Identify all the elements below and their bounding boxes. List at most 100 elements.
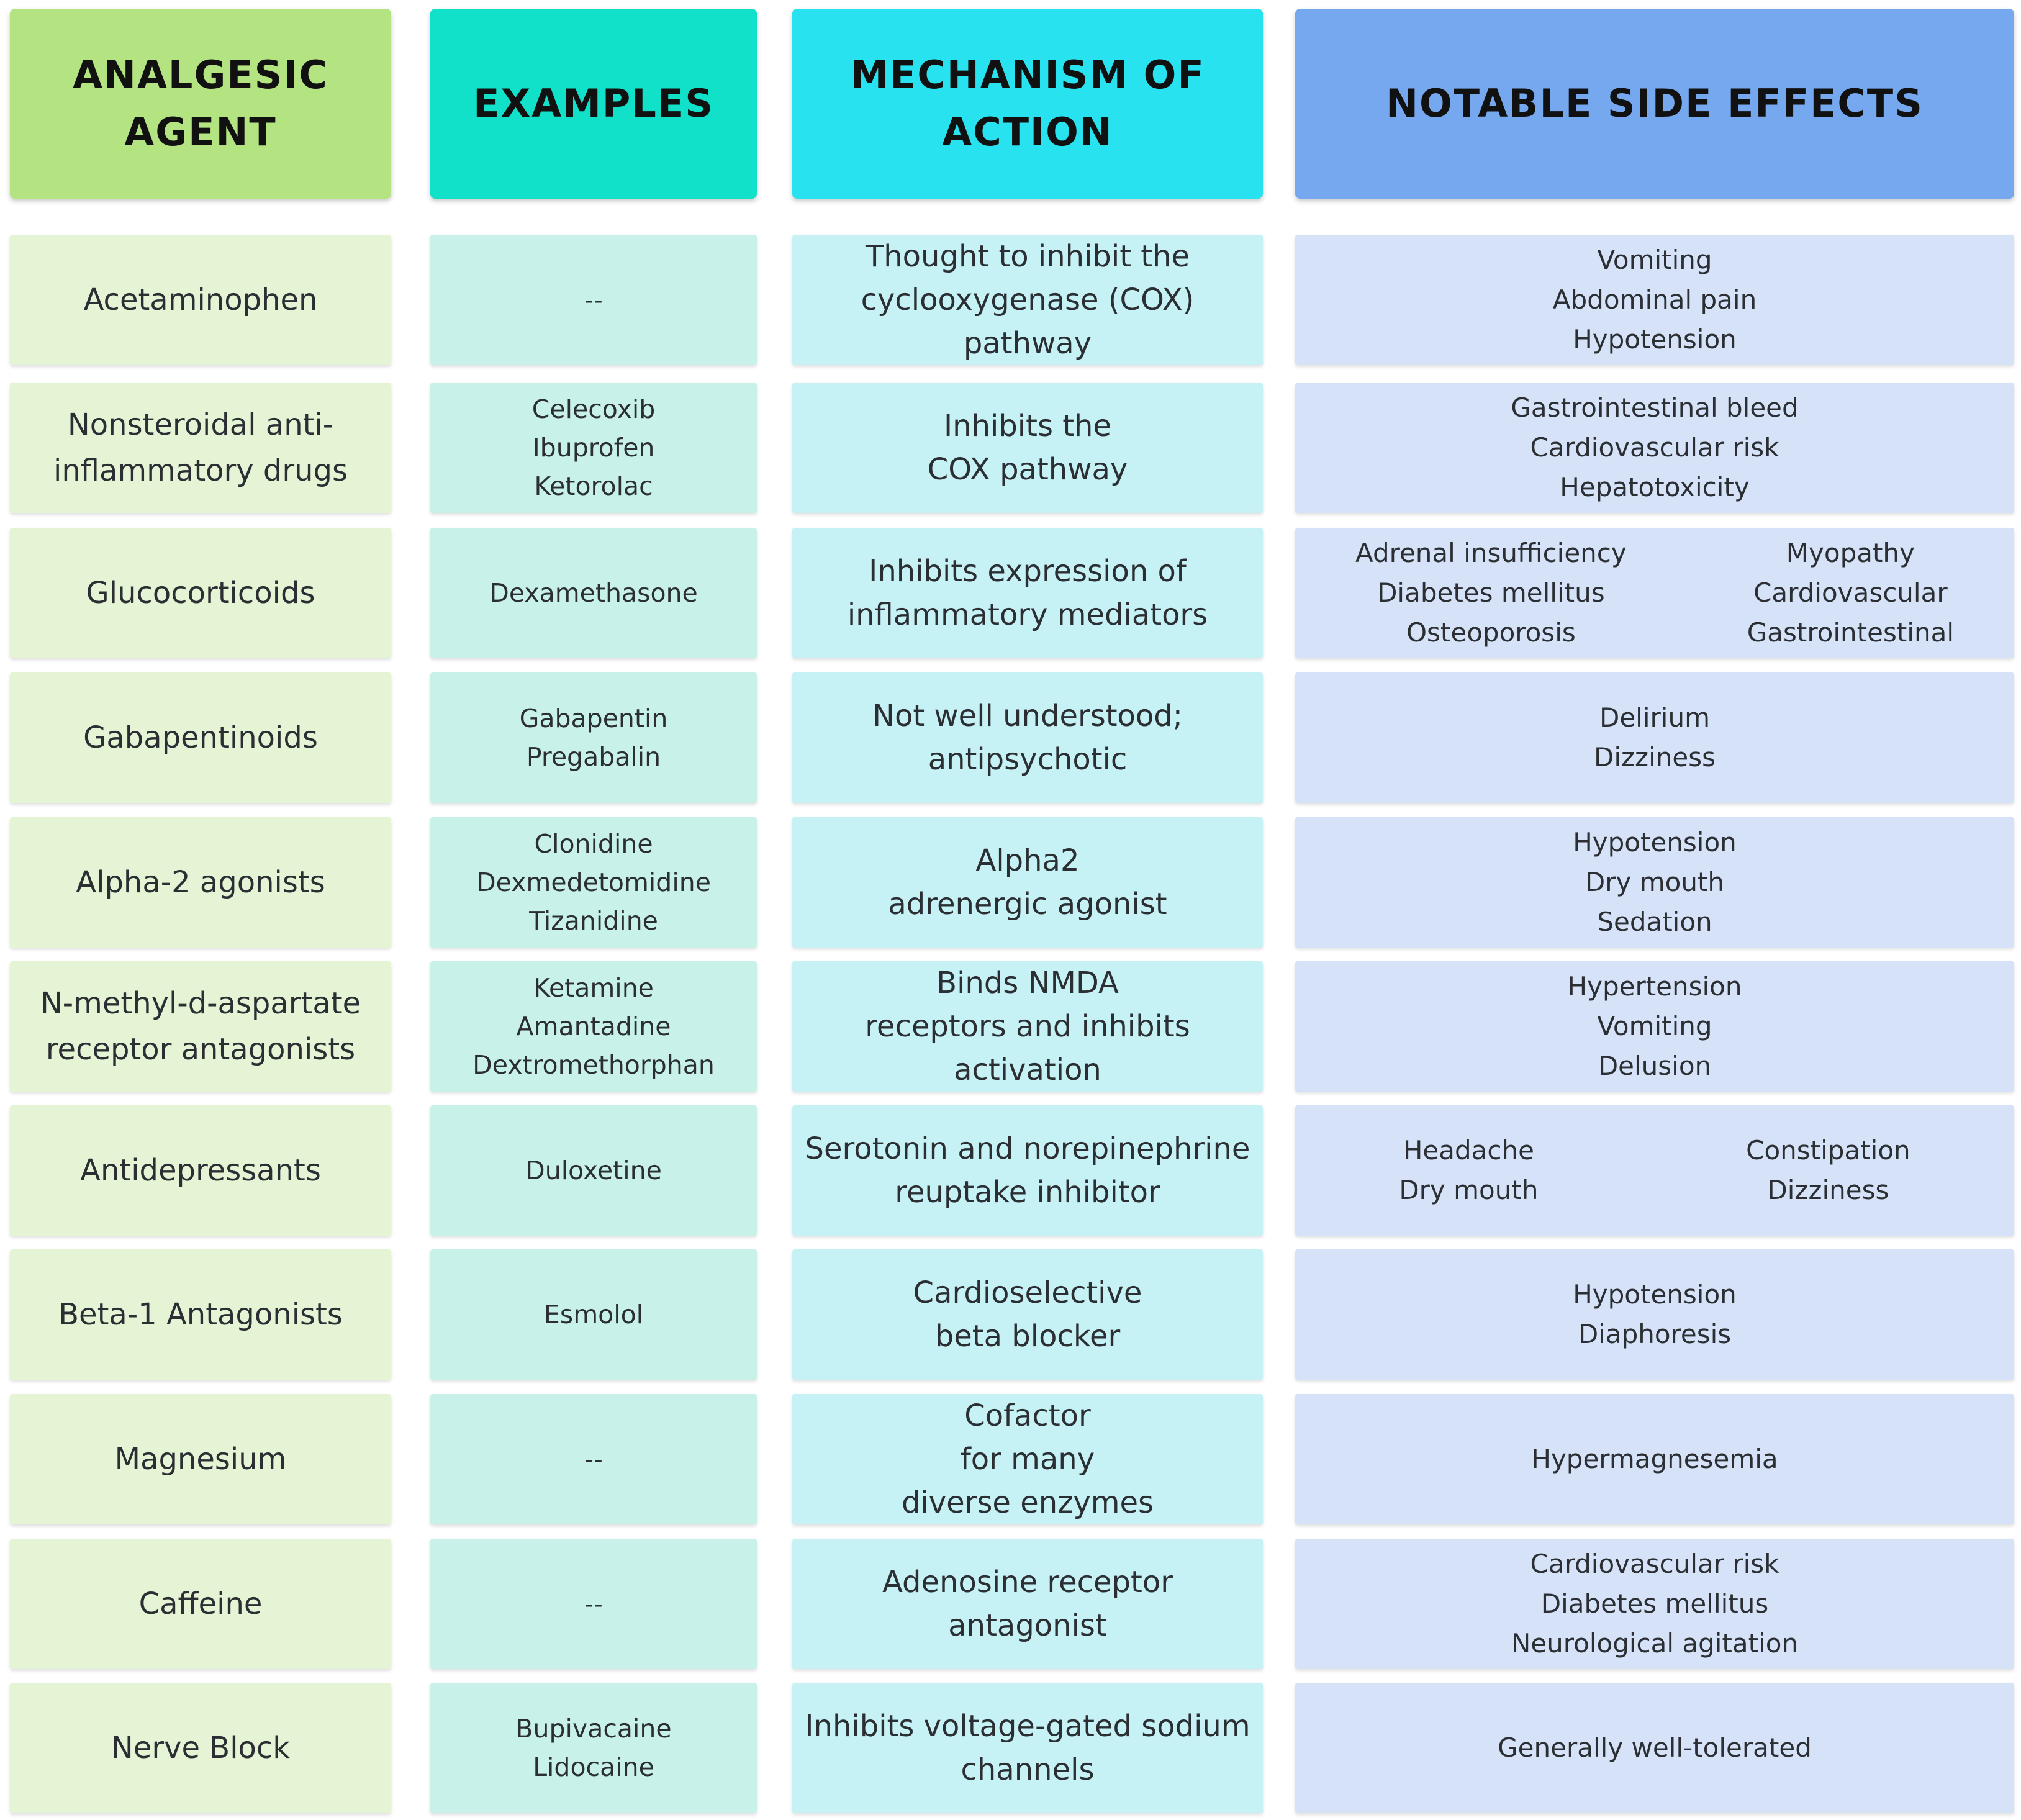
side-effects-group: Constipation Dizziness	[1746, 1131, 1910, 1210]
header-examples: EXAMPLES	[430, 9, 757, 199]
mechanism-text: Thought to inhibit the	[865, 239, 1190, 274]
examples-cell: Esmolol	[430, 1249, 757, 1380]
examples-text: Lidocaine	[533, 1752, 654, 1782]
mechanism-text: Cofactor	[964, 1398, 1091, 1433]
side-effects-list: Adrenal insufficiency Diabetes mellitus Os…	[1295, 533, 2014, 653]
side-effects-group: Vomiting Abdominal pain Hypotension	[1553, 240, 1757, 360]
side-effects-group: Hypertension Vomiting Delusion	[1568, 967, 1742, 1086]
examples-text: Celecoxib	[531, 394, 656, 424]
agent-cell: Acetaminophen	[10, 235, 391, 365]
examples-text: Pregabalin	[526, 742, 661, 772]
agent-text: Beta-1 Antagonists	[58, 1297, 343, 1332]
mechanism-text: pathway	[963, 326, 1092, 361]
side-effects-group: Delirium Dizziness	[1594, 698, 1716, 777]
side-effect-item: Gastrointestinal	[1747, 617, 1955, 648]
header-examples-line: EXAMPLES	[473, 81, 714, 126]
side-effect-item: Abdominal pain	[1552, 284, 1757, 315]
mechanism-cell: Binds NMDA receptors and inhibits activati…	[792, 961, 1263, 1092]
header-mechanism-line: MECHANISM OF	[850, 52, 1205, 97]
agent-text: inflammatory drugs	[53, 453, 348, 488]
mechanism-cell: Thought to inhibit the cyclooxygenase (CO…	[792, 235, 1263, 365]
side-effects-group: Cardiovascular risk Diabetes mellitus Neur…	[1511, 1544, 1798, 1664]
side-effect-item: Adrenal insufficiency	[1355, 538, 1627, 568]
examples-text: Ketorolac	[534, 471, 653, 501]
side-effect-item: Hypotension	[1573, 1279, 1737, 1310]
agent-text: Nonsteroidal anti-	[67, 407, 334, 442]
mechanism-text: COX pathway	[927, 452, 1128, 487]
side-effect-item: Osteoporosis	[1406, 617, 1576, 648]
mechanism-cell: Adenosine receptor antagonist	[792, 1539, 1263, 1669]
side-effects-group: Hypotension Diaphoresis	[1573, 1275, 1737, 1354]
mechanism-cell: Serotonin and norepinephrine reuptake inh…	[792, 1105, 1263, 1236]
side-effect-item: Cardiovascular	[1753, 577, 1948, 608]
side-effects-group: Myopathy Cardiovascular Gastrointestinal	[1747, 533, 1954, 653]
agent-text: Acetaminophen	[83, 283, 318, 317]
mechanism-text: receptors and inhibits	[865, 1009, 1190, 1044]
side-effects-cell: Generally well-tolerated	[1295, 1683, 2014, 1813]
examples-text: Esmolol	[543, 1300, 644, 1329]
agent-cell: Nonsteroidal anti-inflammatory drugs	[10, 383, 391, 513]
mechanism-text: channels	[961, 1752, 1095, 1787]
side-effects-list: Gastrointestinal bleed Cardiovascular ris…	[1511, 388, 1798, 507]
examples-cell: --	[430, 235, 757, 365]
header-agent-line: AGENT	[124, 109, 277, 155]
side-effects-cell: Hypotension Dry mouth Sedation	[1295, 817, 2014, 948]
side-effects-cell: Cardiovascular risk Diabetes mellitus Neur…	[1295, 1539, 2014, 1669]
side-effects-cell: Hypotension Diaphoresis	[1295, 1249, 2014, 1380]
mechanism-text: Not well understood;	[872, 699, 1183, 733]
examples-text: Duloxetine	[525, 1156, 662, 1185]
examples-cell: Dexamethasone	[430, 528, 757, 658]
side-effects-list: Hypotension Dry mouth Sedation	[1573, 823, 1737, 942]
side-effect-item: Generally well-tolerated	[1498, 1732, 1812, 1763]
side-effect-item: Headache	[1403, 1135, 1534, 1166]
mechanism-text: for many	[960, 1442, 1095, 1477]
side-effect-item: Diabetes mellitus	[1540, 1588, 1769, 1619]
mechanism-text: beta blocker	[934, 1319, 1121, 1354]
side-effect-item: Dry mouth	[1399, 1175, 1539, 1205]
side-effect-item: Hypotension	[1573, 324, 1737, 355]
examples-cell: --	[430, 1539, 757, 1669]
side-effects-group: Hypermagnesemia	[1531, 1439, 1778, 1479]
agent-text: Magnesium	[114, 1442, 287, 1477]
agent-cell: Glucocorticoids	[10, 528, 391, 658]
side-effect-item: Myopathy	[1786, 538, 1915, 568]
examples-cell: Bupivacaine Lidocaine	[430, 1683, 757, 1813]
agent-text: Alpha-2 agonists	[76, 865, 325, 900]
mechanism-text: Binds NMDA	[936, 966, 1119, 1000]
mechanism-text: Inhibits voltage-gated sodium	[805, 1709, 1250, 1744]
side-effect-item: Dry mouth	[1585, 867, 1725, 897]
agent-cell: Beta-1 Antagonists	[10, 1249, 391, 1380]
agent-cell: Nerve Block	[10, 1683, 391, 1813]
side-effect-item: Hypertension	[1567, 971, 1742, 1002]
side-effect-item: Delusion	[1598, 1051, 1712, 1081]
mechanism-text: activation	[954, 1053, 1101, 1087]
side-effects-list: Hypermagnesemia	[1531, 1439, 1778, 1479]
header-agent-line: ANALGESIC	[73, 52, 328, 97]
agent-text: Nerve Block	[111, 1731, 291, 1765]
mechanism-cell: Alpha2 adrenergic agonist	[792, 817, 1263, 948]
side-effect-item: Hepatotoxicity	[1560, 472, 1750, 502]
mechanism-cell: Cardioselective beta blocker	[792, 1249, 1263, 1380]
side-effects-list: Hypertension Vomiting Delusion	[1568, 967, 1742, 1086]
side-effect-item: Dizziness	[1767, 1175, 1889, 1205]
side-effect-item: Constipation	[1746, 1135, 1910, 1166]
mechanism-text: Cardioselective	[913, 1275, 1142, 1310]
mechanism-text: diverse enzymes	[901, 1485, 1154, 1520]
side-effects-list: Delirium Dizziness	[1594, 698, 1716, 777]
mechanism-text: antagonist	[948, 1608, 1107, 1643]
examples-text: --	[584, 1444, 603, 1474]
side-effect-item: Hypotension	[1573, 827, 1737, 858]
side-effects-list: Cardiovascular risk Diabetes mellitus Neur…	[1511, 1544, 1798, 1664]
agent-text: Gabapentinoids	[83, 720, 318, 755]
examples-text: Clonidine	[534, 829, 653, 859]
mechanism-cell: Inhibits expression of inflammatory media…	[792, 528, 1263, 658]
header-agent: ANALGESIC AGENT	[10, 9, 391, 199]
mechanism-text: antipsychotic	[928, 742, 1128, 777]
mechanism-text: Alpha2	[975, 843, 1080, 878]
agent-cell: Magnesium	[10, 1394, 391, 1524]
side-effects-group: Headache Dry mouth	[1399, 1131, 1538, 1210]
side-effect-item: Diabetes mellitus	[1377, 577, 1605, 608]
agent-text: Caffeine	[138, 1587, 263, 1621]
side-effects-cell: Headache Dry mouth Constipation Dizziness	[1295, 1105, 2014, 1236]
mechanism-cell: Inhibits the COX pathway	[792, 383, 1263, 513]
